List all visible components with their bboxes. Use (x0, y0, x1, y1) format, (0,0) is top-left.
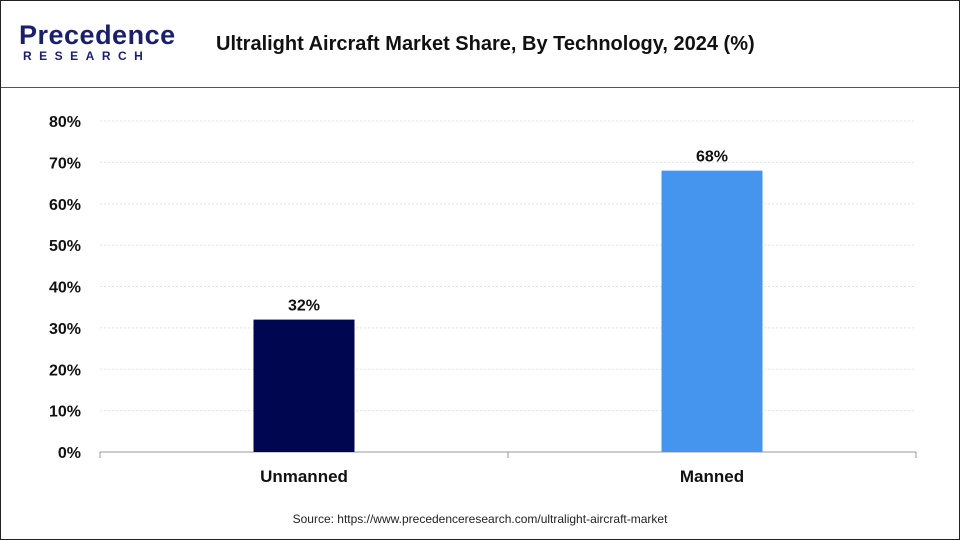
y-tick-label: 60% (49, 197, 81, 214)
logo: Precedence RESEARCH (19, 21, 176, 63)
header: Precedence RESEARCH Ultralight Aircraft … (1, 1, 959, 88)
logo-subtext: RESEARCH (23, 49, 151, 63)
data-label: 32% (288, 298, 320, 315)
y-tick-label: 40% (49, 280, 81, 297)
bar-unmanned (253, 319, 355, 452)
y-tick-label: 20% (49, 362, 81, 379)
y-tick-label: 70% (49, 155, 81, 172)
y-tick-label: 50% (49, 238, 81, 255)
x-tick-label: Manned (680, 467, 744, 486)
y-tick-label: 10% (49, 404, 81, 421)
y-tick-label: 30% (49, 321, 81, 338)
y-tick-label: 0% (58, 445, 81, 462)
chart-title: Ultralight Aircraft Market Share, By Tec… (216, 33, 755, 55)
bar-manned (661, 170, 763, 452)
x-tick-label: Unmanned (260, 467, 348, 486)
data-label: 68% (696, 149, 728, 166)
source-note: Source: https://www.precedenceresearch.c… (292, 512, 668, 526)
logo-text: Precedence (19, 20, 176, 50)
y-tick-label: 80% (49, 114, 81, 131)
